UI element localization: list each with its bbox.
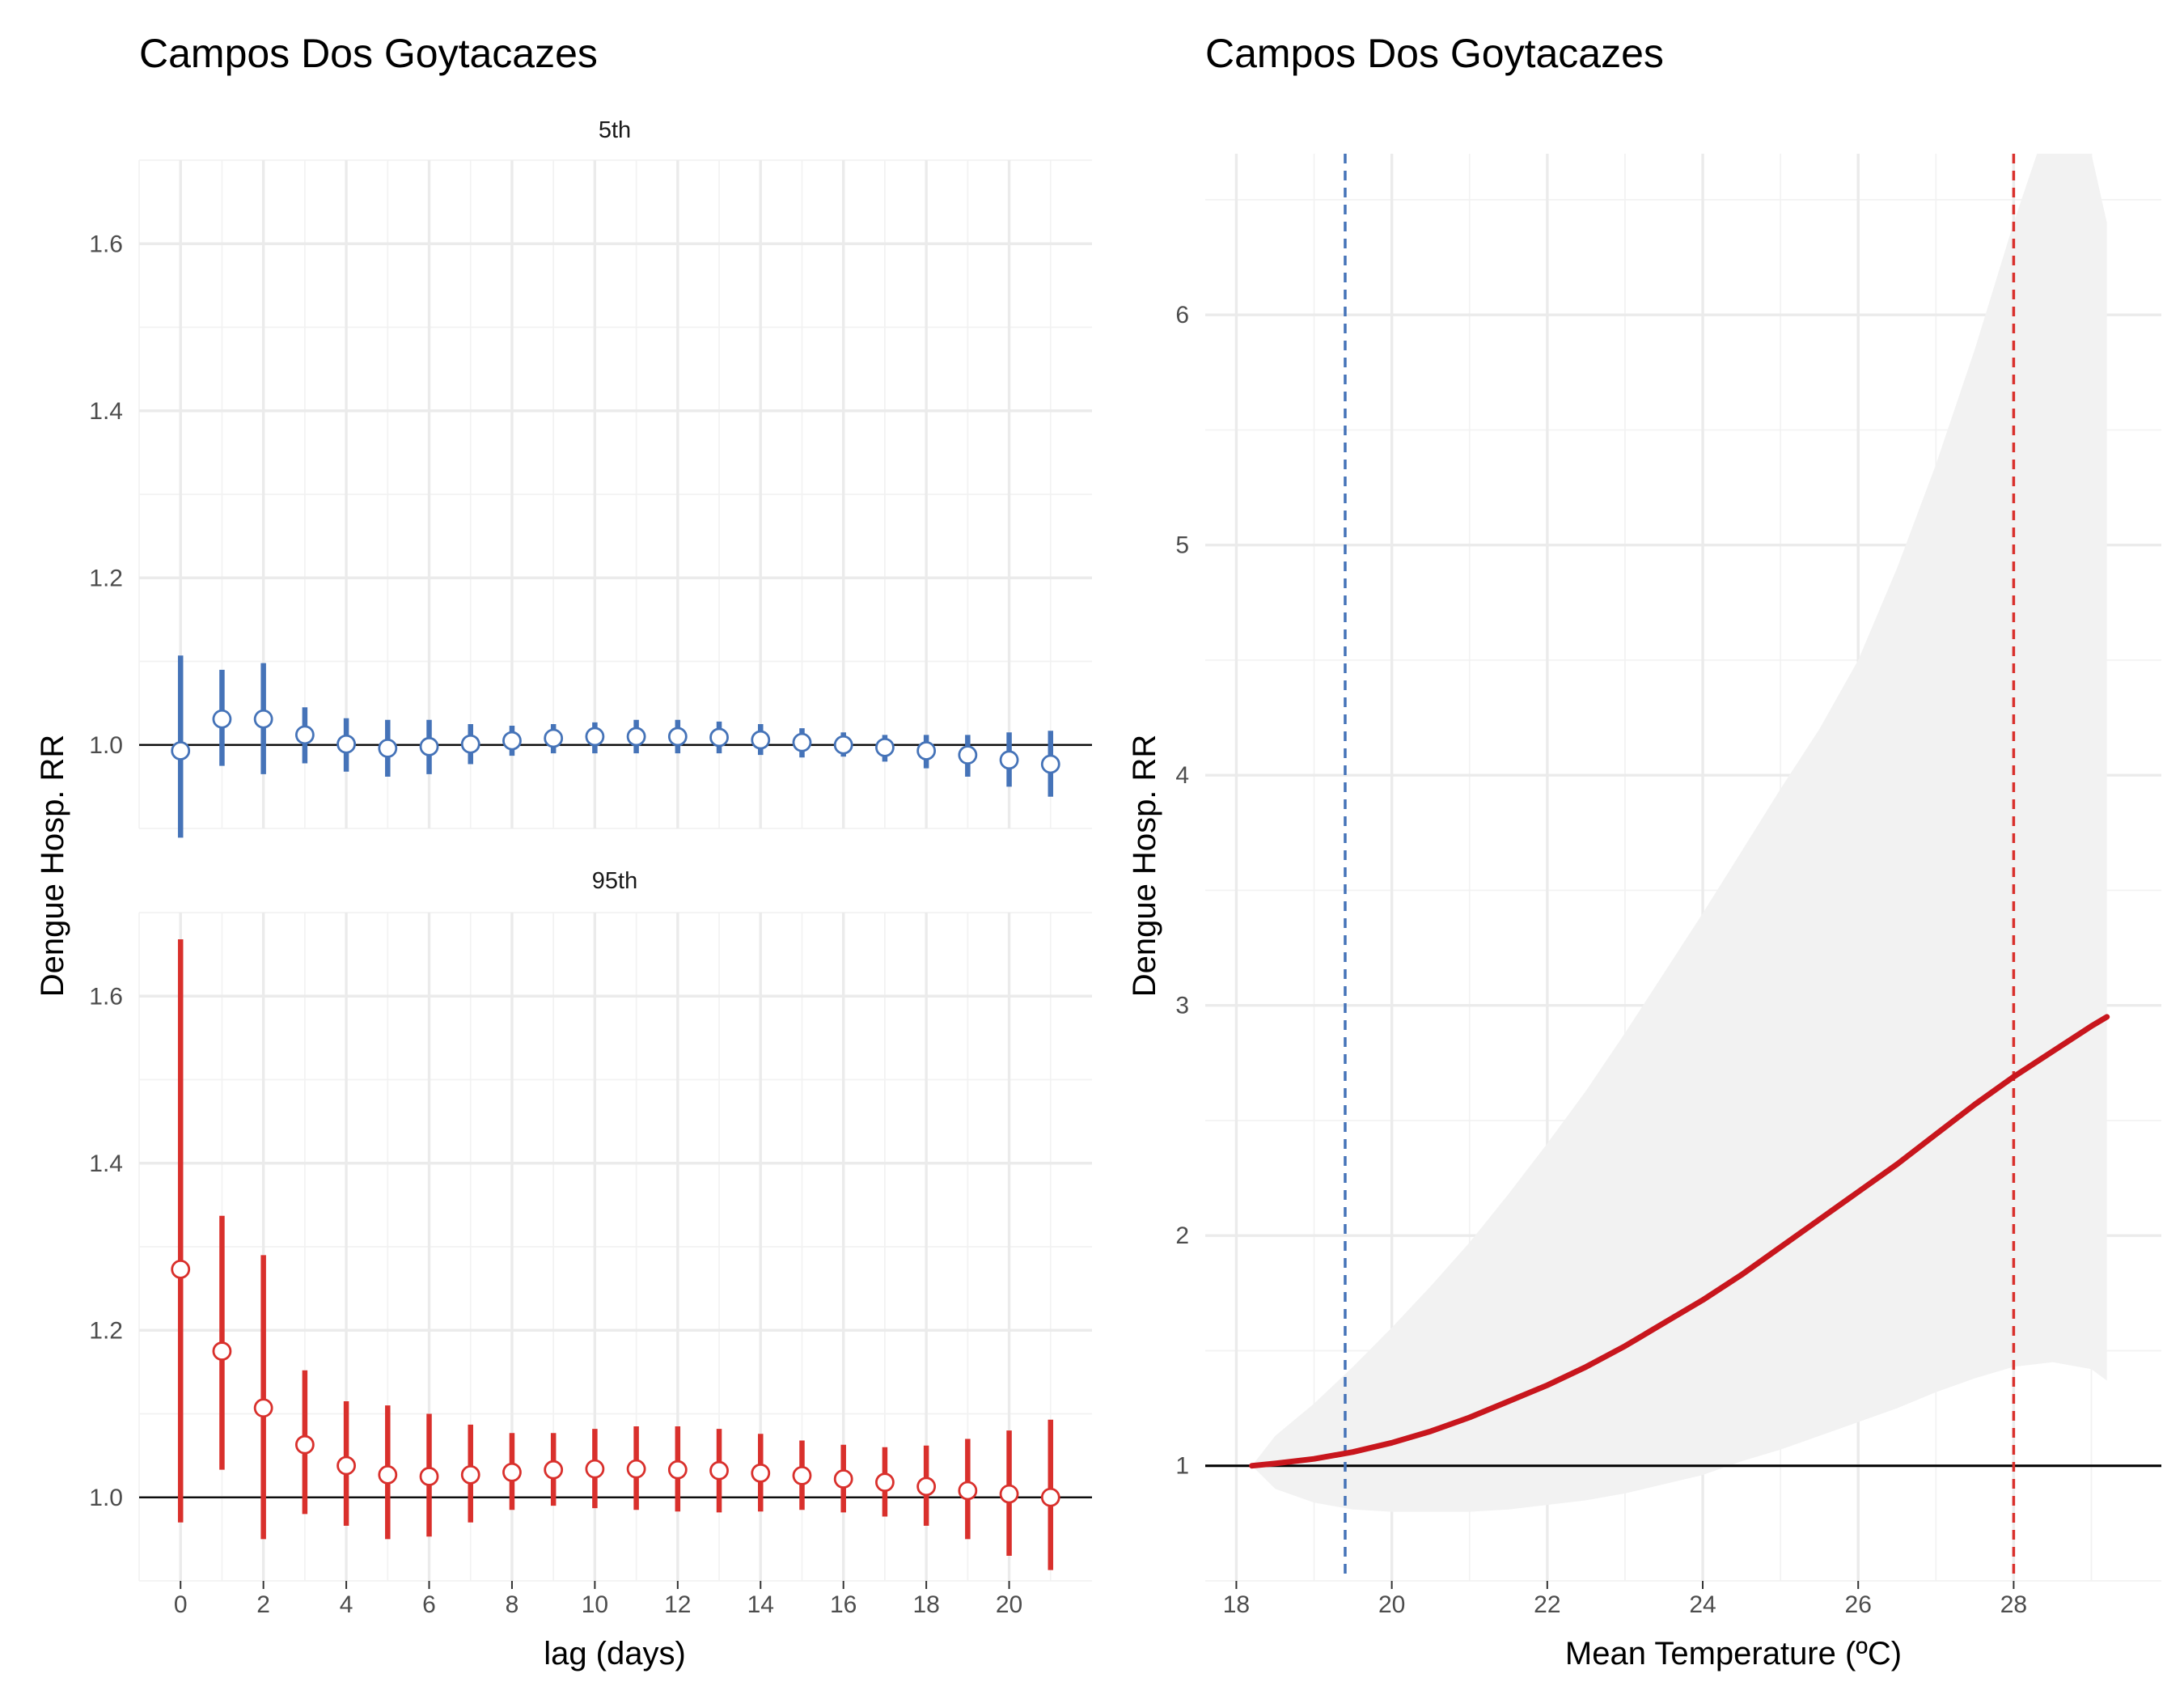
panel-95th-point: [460, 1464, 480, 1485]
panel-5th-point: [253, 709, 273, 729]
panel-95th-point: [419, 1467, 439, 1486]
left-x-tick-label: 12: [664, 1591, 691, 1618]
panel-95th-y-ticks: 1.0 1.2 1.4 1.6: [89, 983, 123, 1511]
right-y-tick-label: 3: [1175, 993, 1189, 1019]
panel-5th: 5th 1.0 1.2 1.4 1.6: [89, 117, 1092, 838]
right-y-axis-title: Dengue Hosp. RR: [1127, 735, 1162, 998]
panel-5th-point: [1040, 754, 1060, 774]
panel-95th-point: [544, 1460, 564, 1480]
panel-5th-point: [544, 728, 564, 748]
panel-5th-point: [171, 741, 191, 761]
panel-95th-point: [751, 1463, 771, 1483]
panel-5th-y-tick-label: 1.2: [89, 565, 123, 591]
panel-95th-point: [833, 1469, 853, 1489]
right-x-tick-label: 26: [1845, 1591, 1872, 1618]
panel-95th-y-tick-label: 1.0: [89, 1485, 123, 1511]
right-x-tick-label: 18: [1223, 1591, 1250, 1618]
panel-95th-point: [212, 1341, 232, 1361]
panel-5th-point: [212, 709, 232, 729]
left-x-tick-label: 4: [340, 1591, 353, 1618]
panel-95th-point: [585, 1459, 605, 1479]
panel-95th-point: [502, 1462, 522, 1482]
left-x-axis-title: lag (days): [544, 1636, 686, 1671]
panel-95th-marks: [139, 939, 1092, 1570]
panel-95th: 95th 1.0 1.2 1.4 1.6: [89, 868, 1092, 1582]
panel-5th-point: [502, 731, 522, 751]
right-x-tick-label: 28: [2000, 1591, 2027, 1618]
exposure-response-chart: Campos Dos Goytacazes Dengue Hosp. RR Me…: [1127, 31, 2161, 1671]
panel-5th-strip-label: 5th: [599, 117, 631, 143]
right-x-tick-label: 22: [1534, 1591, 1560, 1618]
right-y-tick-label: 5: [1175, 532, 1189, 559]
panel-5th-point: [875, 737, 895, 757]
left-x-tick-label: 2: [256, 1591, 270, 1618]
panel-95th-y-tick-label: 1.4: [89, 1150, 123, 1177]
panel-5th-point: [999, 750, 1019, 770]
right-plot-title: Campos Dos Goytacazes: [1205, 31, 1664, 76]
left-plot-title: Campos Dos Goytacazes: [139, 31, 598, 76]
panel-5th-marks: [139, 655, 1092, 838]
right-x-axis-title: Mean Temperature (ºC): [1565, 1636, 1902, 1671]
panel-95th-point: [253, 1398, 273, 1418]
right-y-tick-label: 1: [1175, 1453, 1189, 1480]
panel-5th-y-tick-label: 1.6: [89, 231, 123, 257]
panel-95th-point: [875, 1472, 895, 1493]
panel-5th-y-tick-label: 1.0: [89, 732, 123, 759]
panel-5th-point: [336, 734, 356, 754]
panel-95th-point: [958, 1481, 978, 1501]
confidence-band: [1251, 154, 2107, 1512]
right-y-tick-label: 4: [1175, 762, 1189, 789]
left-x-tick-label: 0: [174, 1591, 188, 1618]
right-y-ticks: 1 2 3 4 5 6: [1175, 302, 1189, 1480]
panel-95th-y-tick-label: 1.6: [89, 983, 123, 1010]
panel-5th-point: [378, 738, 398, 758]
right-x-tick-label: 20: [1378, 1591, 1405, 1618]
panel-5th-point: [419, 736, 439, 756]
panel-5th-point: [709, 727, 729, 748]
panel-5th-point: [792, 732, 812, 752]
panel-5th-point: [667, 727, 688, 747]
panel-5th-y-ticks: 1.0 1.2 1.4 1.6: [89, 231, 123, 759]
left-x-tick-label: 10: [582, 1591, 608, 1618]
left-x-tick-label: 8: [506, 1591, 519, 1618]
right-marks: [1205, 154, 2161, 1581]
panel-95th-point: [667, 1460, 688, 1480]
left-y-axis-title: Dengue Hosp. RR: [35, 735, 70, 998]
left-x-tick-label: 14: [747, 1591, 774, 1618]
right-y-tick-label: 2: [1175, 1222, 1189, 1249]
left-x-ticks: 0 2 4 6 8 10 12 14 16 18 20: [174, 1581, 1022, 1618]
panel-95th-point: [709, 1460, 729, 1481]
panel-95th-y-tick-label: 1.2: [89, 1317, 123, 1344]
panel-5th-point: [833, 735, 853, 755]
panel-95th-strip-label: 95th: [592, 868, 637, 894]
panel-5th-point: [626, 727, 646, 747]
left-x-tick-label: 20: [996, 1591, 1022, 1618]
panel-5th-point: [751, 730, 771, 750]
panel-5th-point: [460, 734, 480, 754]
right-x-ticks: 18 20 22 24 26 28: [1223, 1581, 2027, 1618]
panel-5th-point: [958, 745, 978, 765]
panel-5th-point: [585, 727, 605, 747]
left-x-tick-label: 16: [830, 1591, 857, 1618]
left-x-tick-label: 6: [422, 1591, 436, 1618]
panel-95th-point: [792, 1466, 812, 1485]
panel-5th-point: [294, 725, 315, 745]
panel-5th-point: [916, 741, 937, 761]
panel-95th-point: [294, 1434, 315, 1455]
panel-95th-point: [378, 1464, 398, 1485]
panel-95th-point: [1040, 1487, 1060, 1507]
panel-95th-point: [626, 1459, 646, 1479]
right-x-tick-label: 24: [1689, 1591, 1716, 1618]
panel-95th-point: [999, 1484, 1019, 1504]
left-x-tick-label: 18: [912, 1591, 939, 1618]
panel-5th-y-tick-label: 1.4: [89, 398, 123, 425]
panel-95th-point: [336, 1455, 356, 1476]
panel-95th-point: [916, 1477, 937, 1497]
rr-curve: [1249, 1014, 2110, 1469]
lag-response-chart: Campos Dos Goytacazes Dengue Hosp. RR la…: [35, 31, 1092, 1671]
panel-95th-point: [171, 1259, 191, 1279]
right-y-tick-label: 6: [1175, 302, 1189, 328]
